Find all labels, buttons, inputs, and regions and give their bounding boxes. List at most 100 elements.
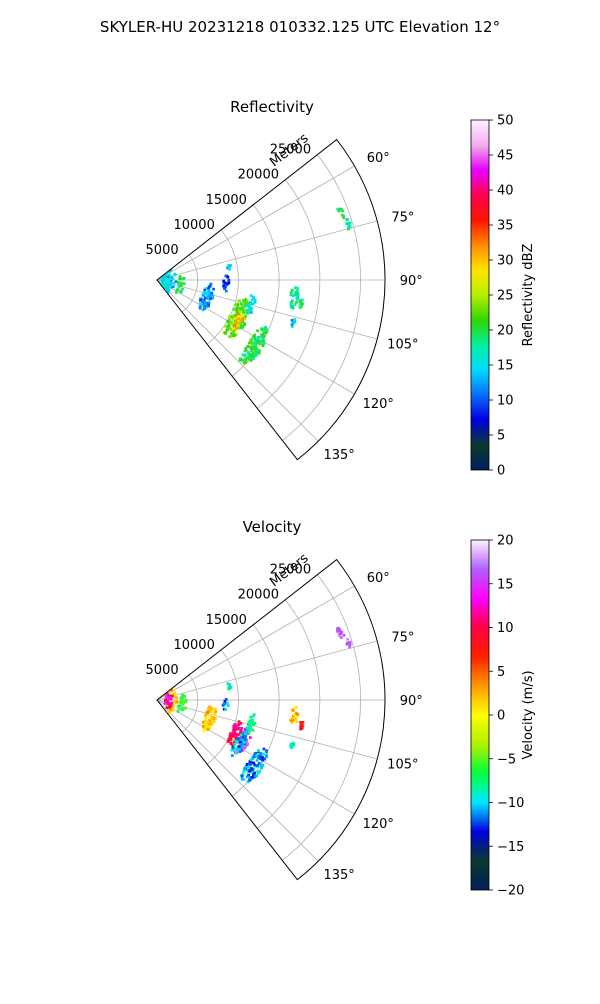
reflectivity-echo-gate — [300, 304, 303, 308]
velocity-echo-gate — [165, 692, 169, 696]
reflectivity-echo-gate — [199, 298, 203, 302]
reflectivity-radial-tick-label: 5000 — [146, 243, 179, 258]
velocity-echo-gate — [235, 732, 238, 736]
reflectivity-echo-gate — [226, 327, 230, 331]
reflectivity-echo-gate — [161, 294, 165, 297]
reflectivity-echo-gate — [246, 344, 250, 348]
reflectivity-echo-gate — [159, 269, 163, 273]
velocity-echo-gate — [258, 769, 262, 773]
reflectivity-echo-gate — [159, 272, 163, 276]
reflectivity-echo-gate — [248, 341, 251, 345]
reflectivity-echo-gate — [289, 303, 293, 307]
reflectivity-echo-gate — [166, 275, 170, 279]
velocity-echo-gate — [291, 709, 295, 712]
reflectivity-echo-gate — [242, 323, 246, 327]
velocity-colorbar-tick-label: −10 — [497, 796, 524, 811]
reflectivity-echo-gate — [262, 339, 265, 343]
velocity-echo-gate — [234, 728, 237, 732]
reflectivity-echo-gate — [241, 316, 244, 320]
velocity-echo-gate — [232, 727, 236, 730]
reflectivity-echo-gate — [254, 345, 258, 349]
reflectivity-echo-gate — [293, 318, 296, 321]
reflectivity-echo-gate — [162, 270, 166, 274]
reflectivity-echo-gate — [157, 266, 161, 270]
reflectivity-echo-gate — [227, 319, 230, 323]
reflectivity-grid-spoke — [156, 279, 319, 442]
reflectivity-echo-gate — [209, 282, 213, 286]
reflectivity-echo-gate — [237, 316, 240, 320]
velocity-echo-gate — [182, 699, 186, 703]
reflectivity-echo-gate — [205, 301, 209, 305]
reflectivity-echo-gate — [162, 270, 166, 274]
reflectivity-echo-gate — [159, 288, 163, 291]
velocity-grid-spoke — [156, 585, 355, 701]
velocity-echo-gate — [249, 725, 252, 729]
velocity-echo-gate — [165, 706, 169, 710]
reflectivity-echo-gate — [159, 293, 162, 297]
velocity-echo-gate — [245, 763, 249, 766]
velocity-echo-gate — [171, 687, 175, 690]
reflectivity-echo-gate — [292, 321, 295, 325]
velocity-echo-gate — [208, 705, 212, 709]
reflectivity-echo-gate — [290, 288, 294, 292]
reflectivity-echo-gate — [241, 305, 244, 309]
velocity-colorbar-tick-label: −20 — [497, 884, 524, 899]
velocity-echo-gate — [162, 686, 166, 690]
reflectivity-echo-gate — [237, 312, 241, 316]
velocity-radial-tick-label: 20000 — [238, 588, 279, 603]
velocity-echo-gate — [229, 685, 233, 689]
figure-title: SKYLER-HU 20231218 010332.125 UTC Elevat… — [100, 18, 500, 36]
velocity-echo-gate — [234, 739, 238, 743]
reflectivity-echo-gate — [236, 320, 240, 324]
reflectivity-echo-gate — [234, 313, 237, 317]
velocity-echo-gate — [237, 745, 241, 749]
velocity-echo — [240, 747, 269, 784]
velocity-echo-gate — [239, 748, 243, 752]
velocity-echo-gate — [173, 691, 176, 694]
reflectivity-echo-gate — [175, 291, 178, 294]
velocity-echo-gate — [208, 726, 212, 730]
reflectivity-angle-tick-label: 60° — [367, 151, 390, 166]
velocity-echo-gate — [233, 723, 237, 726]
reflectivity-echo-gate — [336, 207, 340, 211]
reflectivity-echo-gate — [248, 305, 252, 309]
reflectivity-echo-gate — [232, 324, 236, 328]
reflectivity-echo — [345, 217, 352, 231]
reflectivity-echo-gate — [159, 271, 163, 275]
velocity-echo-gate — [208, 719, 212, 723]
reflectivity-echo-gate — [179, 284, 183, 287]
velocity-echo-gate — [261, 756, 264, 760]
reflectivity-echo-gate — [233, 334, 236, 337]
reflectivity-echo-gate — [253, 348, 257, 352]
reflectivity-echo-gate — [293, 286, 297, 290]
reflectivity-echo-gate — [294, 293, 298, 296]
reflectivity-echo-gate — [249, 357, 253, 360]
velocity-echo-gate — [164, 684, 168, 688]
reflectivity-echo-gate — [227, 278, 231, 282]
reflectivity-echo-gate — [222, 284, 226, 288]
velocity-echo-gate — [207, 723, 210, 727]
velocity-echo-gate — [235, 727, 239, 731]
reflectivity-echo-gate — [171, 285, 175, 289]
velocity-echo-gate — [346, 637, 350, 641]
velocity-echo-gate — [299, 722, 303, 726]
velocity-echo-gate — [249, 762, 253, 766]
velocity-echo-gate — [202, 727, 206, 731]
reflectivity-echo-gate — [167, 288, 171, 292]
velocity-echo-gate — [179, 707, 183, 711]
reflectivity-echo-gate — [251, 336, 255, 340]
reflectivity-echo-gate — [207, 303, 211, 307]
reflectivity-echo-gate — [163, 282, 167, 286]
velocity-echo-gate — [290, 716, 294, 720]
reflectivity-echo — [222, 274, 231, 293]
reflectivity-echo-gate — [202, 293, 206, 297]
velocity-echo-gate — [209, 710, 213, 713]
velocity-echo-gate — [245, 775, 249, 779]
reflectivity-echo — [175, 275, 186, 294]
velocity-echo-gate — [248, 769, 252, 773]
velocity-echo-gate — [257, 762, 261, 765]
velocity-echo-gate — [244, 765, 248, 769]
velocity-echo-gate — [234, 735, 238, 739]
reflectivity-colorbar-tick-label: 35 — [497, 219, 514, 234]
reflectivity-echo-gate — [168, 270, 171, 274]
